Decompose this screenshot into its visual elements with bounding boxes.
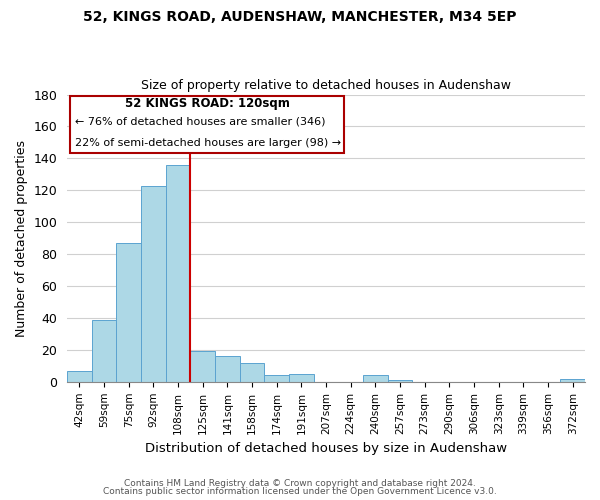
Text: 52, KINGS ROAD, AUDENSHAW, MANCHESTER, M34 5EP: 52, KINGS ROAD, AUDENSHAW, MANCHESTER, M… <box>83 10 517 24</box>
Bar <box>240 362 265 382</box>
Text: Contains public sector information licensed under the Open Government Licence v3: Contains public sector information licen… <box>103 487 497 496</box>
Bar <box>92 320 116 382</box>
Bar <box>166 165 190 382</box>
Bar <box>141 186 166 382</box>
Bar <box>560 378 585 382</box>
Text: Contains HM Land Registry data © Crown copyright and database right 2024.: Contains HM Land Registry data © Crown c… <box>124 478 476 488</box>
Bar <box>116 243 141 382</box>
Bar <box>265 376 289 382</box>
Text: ← 76% of detached houses are smaller (346): ← 76% of detached houses are smaller (34… <box>75 117 325 127</box>
Bar <box>388 380 412 382</box>
Bar <box>190 352 215 382</box>
Bar <box>215 356 240 382</box>
Bar <box>67 370 92 382</box>
Text: 22% of semi-detached houses are larger (98) →: 22% of semi-detached houses are larger (… <box>75 138 341 148</box>
Text: 52 KINGS ROAD: 120sqm: 52 KINGS ROAD: 120sqm <box>125 98 289 110</box>
Title: Size of property relative to detached houses in Audenshaw: Size of property relative to detached ho… <box>141 79 511 92</box>
Bar <box>363 376 388 382</box>
FancyBboxPatch shape <box>70 96 344 154</box>
X-axis label: Distribution of detached houses by size in Audenshaw: Distribution of detached houses by size … <box>145 442 507 455</box>
Y-axis label: Number of detached properties: Number of detached properties <box>15 140 28 336</box>
Bar <box>289 374 314 382</box>
